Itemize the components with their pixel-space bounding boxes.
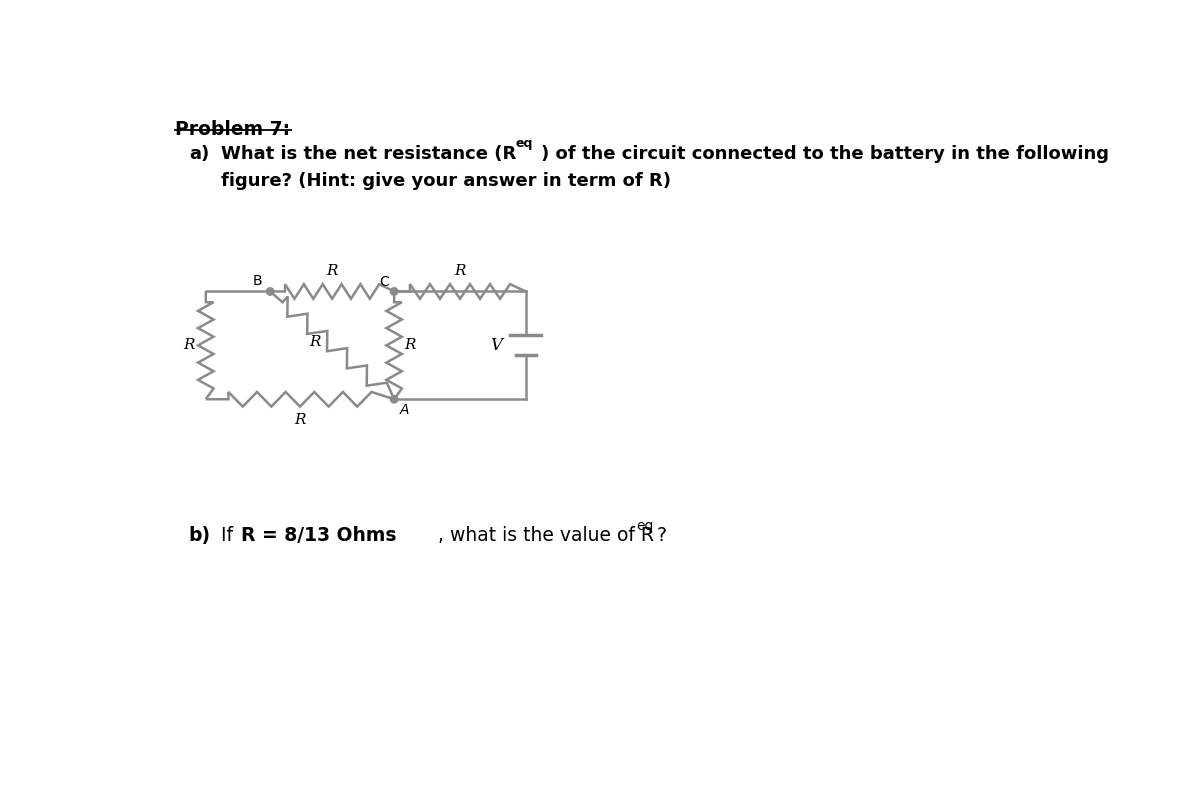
Text: eq: eq: [637, 519, 654, 534]
Text: B: B: [252, 274, 262, 288]
Text: R: R: [455, 264, 466, 278]
Text: C: C: [379, 275, 389, 289]
Circle shape: [390, 288, 398, 295]
Text: a): a): [188, 145, 209, 163]
Text: R: R: [294, 413, 306, 427]
Text: Problem 7:: Problem 7:: [175, 120, 290, 139]
Text: figure? (Hint: give your answer in term of R): figure? (Hint: give your answer in term …: [221, 172, 671, 190]
Text: V: V: [491, 337, 503, 354]
Circle shape: [266, 288, 274, 295]
Text: If: If: [221, 527, 239, 545]
Text: , what is the value of R: , what is the value of R: [438, 527, 654, 545]
Text: A: A: [400, 403, 409, 417]
Text: What is the net resistance (R: What is the net resistance (R: [221, 145, 516, 163]
Text: eq: eq: [516, 137, 533, 150]
Text: R = 8/13 Ohms: R = 8/13 Ohms: [241, 527, 397, 545]
Text: R: R: [404, 338, 415, 352]
Text: b): b): [188, 527, 211, 545]
Text: R: R: [310, 335, 320, 348]
Text: ) of the circuit connected to the battery in the following: ) of the circuit connected to the batter…: [541, 145, 1109, 163]
Text: R: R: [182, 338, 194, 352]
Circle shape: [390, 396, 398, 403]
Text: ?: ?: [656, 527, 667, 545]
Text: R: R: [326, 264, 338, 278]
